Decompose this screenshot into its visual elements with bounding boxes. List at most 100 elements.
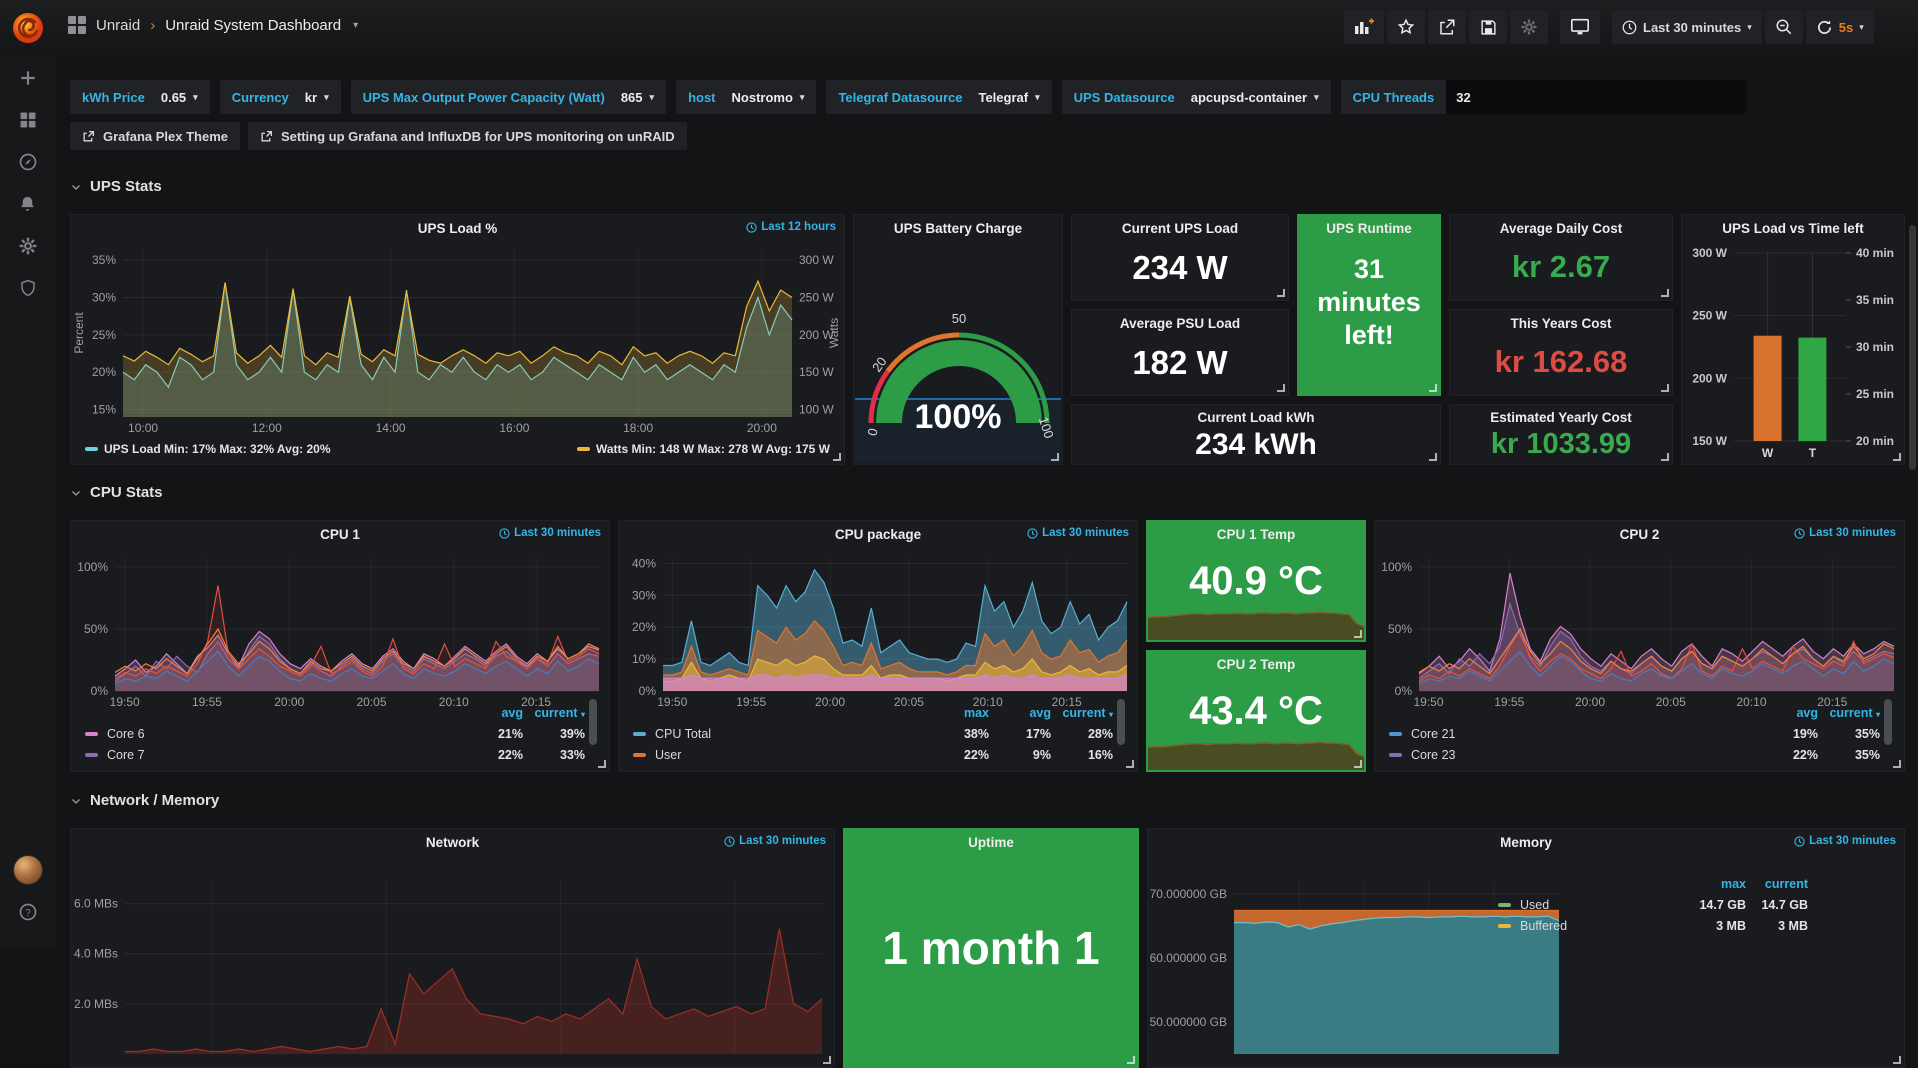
monitor-icon	[1571, 18, 1589, 35]
zoom-out-button[interactable]	[1764, 10, 1803, 44]
dashboard-link[interactable]: Grafana Plex Theme	[70, 122, 240, 150]
panel-title[interactable]: Average PSU Load	[1119, 315, 1241, 331]
panel-title[interactable]: Network	[425, 834, 480, 850]
cpu2-chart[interactable]: 100% 50% 0% 19:50 19:55 20:00 20:05 20:10 20:15	[1375, 549, 1904, 711]
ups-load-chart[interactable]: 35% 30% 25% 20% 15% 300 W 250 W 200 W 150 W 100 W…	[71, 241, 844, 437]
panel-title[interactable]: CPU 1 Temp	[1216, 526, 1296, 542]
panel-title[interactable]: Current Load kWh	[1197, 409, 1315, 425]
panel-title[interactable]: CPU 2 Temp	[1216, 656, 1296, 672]
time-override[interactable]: Last 30 minutes	[1027, 527, 1129, 539]
time-range-picker[interactable]: Last 30 minutes ▾	[1612, 10, 1762, 44]
settings-button[interactable]	[1510, 10, 1548, 44]
star-button[interactable]	[1387, 10, 1425, 44]
legend-col-current[interactable]: current ▾	[534, 705, 585, 720]
time-override[interactable]: Last 30 minutes	[499, 527, 601, 539]
alerting-menu-item[interactable]	[0, 183, 55, 225]
panel-title[interactable]: Average Daily Cost	[1499, 220, 1623, 236]
variable-telegraf-datasource[interactable]: Telegraf Datasource Telegraf ▾	[826, 80, 1052, 114]
add-panel-button[interactable]	[1344, 10, 1384, 44]
legend-scrollbar[interactable]	[1884, 699, 1892, 745]
time-override[interactable]: Last 30 minutes	[724, 835, 826, 847]
legend-row-buffered[interactable]: Buffered 3 MB 3 MB	[1498, 915, 1808, 936]
help-menu-item[interactable]: ?	[0, 891, 55, 933]
legend-row-cpu-total[interactable]: CPU Total 38% 17% 28%	[633, 723, 1113, 744]
panel-title[interactable]: CPU 2	[1619, 526, 1660, 542]
page-title[interactable]: Unraid System Dashboard	[165, 16, 342, 34]
variable-input[interactable]: 32	[1446, 80, 1747, 114]
panel-title[interactable]: UPS Runtime	[1326, 220, 1412, 236]
battery-gauge[interactable]: 0 20 50 100	[859, 305, 1059, 445]
refresh-caret-icon[interactable]: ▾	[1859, 21, 1864, 32]
legend-row-user[interactable]: User 22% 9% 16%	[633, 744, 1113, 765]
explore-menu-item[interactable]	[0, 141, 55, 183]
variable-ups-datasource[interactable]: UPS Datasource apcupsd-container ▾	[1061, 80, 1331, 114]
panel-title[interactable]: CPU 1	[320, 526, 360, 542]
breadcrumb-app[interactable]: Unraid	[96, 16, 141, 34]
panel-title[interactable]: UPS Load %	[417, 220, 498, 236]
time-override[interactable]: Last 30 minutes	[1794, 835, 1896, 847]
panel-title[interactable]: Memory	[1500, 834, 1552, 850]
page-scrollbar[interactable]	[1909, 225, 1916, 470]
section-ups-stats[interactable]: UPS Stats	[70, 178, 162, 195]
legend-scrollbar[interactable]	[589, 699, 597, 745]
panel-title[interactable]: This Years Cost	[1510, 315, 1612, 331]
legend-col-avg[interactable]: avg	[1029, 705, 1051, 720]
refresh-button[interactable]: 5s ▾	[1805, 10, 1874, 44]
panel-title[interactable]: CPU package	[834, 526, 922, 542]
legend-col-current[interactable]: current	[1764, 876, 1808, 891]
legend-col-max[interactable]: max	[963, 705, 989, 720]
panel-title[interactable]: UPS Battery Charge	[893, 220, 1023, 236]
legend-row-used[interactable]: Used 14.7 GB 14.7 GB	[1498, 894, 1808, 915]
variable-value[interactable]: kr ▾	[304, 89, 329, 105]
legend-col-current[interactable]: current ▾	[1062, 705, 1113, 720]
cpu-package-chart[interactable]: 40% 30% 20% 10% 0% 19:50 19:55 20:00 20:05 20:10 2…	[619, 549, 1137, 711]
svg-text:20 min: 20 min	[1856, 434, 1894, 448]
create-menu-item[interactable]	[0, 57, 55, 99]
title-caret-icon[interactable]: ▾	[353, 19, 359, 31]
panel-title[interactable]: Current UPS Load	[1121, 220, 1239, 236]
panel-title[interactable]: Estimated Yearly Cost	[1490, 409, 1632, 425]
ups-load-time-bars[interactable]: 300 W 250 W 200 W 150 W 40 min 35 min 30 min 25…	[1682, 241, 1904, 463]
section-cpu-stats[interactable]: CPU Stats	[70, 484, 163, 501]
variable-ups-max-output[interactable]: UPS Max Output Power Capacity (Watt) 865 ▾	[350, 80, 667, 114]
variable-cpu-threads[interactable]: CPU Threads 32	[1340, 80, 1747, 114]
legend-row-core-21[interactable]: Core 21 19% 35%	[1389, 723, 1880, 744]
legend-col-avg[interactable]: avg	[1796, 705, 1818, 720]
cpu1-chart[interactable]: 100% 50% 0% 19:50 19:55 20:00 20:05 20:10 20:15	[71, 549, 609, 711]
legend-series-ups-load[interactable]: UPS Load Min: 17% Max: 32% Avg: 20%	[85, 442, 331, 456]
cycle-view-button[interactable]	[1560, 10, 1600, 44]
legend-series-watts[interactable]: Watts Min: 148 W Max: 278 W Avg: 175 W	[576, 442, 830, 456]
network-chart[interactable]: 6.0 MBs 4.0 MBs 2.0 MBs	[71, 873, 834, 1058]
configuration-menu-item[interactable]	[0, 225, 55, 267]
section-network-memory[interactable]: Network / Memory	[70, 792, 219, 809]
chevron-down-icon	[72, 798, 80, 804]
legend-row-core-23[interactable]: Core 23 22% 35%	[1389, 744, 1880, 765]
variable-value[interactable]: apcupsd-container ▾	[1190, 89, 1319, 105]
cpu2-temp-sparkline	[1147, 740, 1365, 770]
variable-value[interactable]: Nostromo ▾	[731, 89, 805, 105]
user-profile-menu-item[interactable]	[0, 849, 55, 891]
variable-value[interactable]: Telegraf ▾	[978, 89, 1040, 105]
panel-title[interactable]: UPS Load vs Time left	[1722, 220, 1864, 236]
legend-row-core-6[interactable]: Core 6 21% 39%	[85, 723, 585, 744]
legend-scrollbar[interactable]	[1117, 699, 1125, 745]
variable-value[interactable]: 0.65 ▾	[160, 89, 198, 105]
time-override[interactable]: Last 12 hours	[746, 221, 836, 233]
time-override[interactable]: Last 30 minutes	[1794, 527, 1896, 539]
variable-value[interactable]: 865 ▾	[620, 89, 655, 105]
variable-host[interactable]: host Nostromo ▾	[676, 80, 817, 114]
variable-currency[interactable]: Currency kr ▾	[219, 80, 341, 114]
save-button[interactable]	[1469, 10, 1507, 44]
variable-kwh-price[interactable]: kWh Price 0.65 ▾	[70, 80, 210, 114]
legend-col-current[interactable]: current ▾	[1829, 705, 1880, 720]
share-button[interactable]	[1428, 10, 1466, 44]
legend-row-core-7[interactable]: Core 7 22% 33%	[85, 744, 585, 765]
dashboard-grid-icon[interactable]	[68, 16, 86, 34]
dashboard-link[interactable]: Setting up Grafana and InfluxDB for UPS …	[248, 122, 687, 150]
legend-col-avg[interactable]: avg	[501, 705, 523, 720]
legend-col-max[interactable]: max	[1720, 876, 1746, 891]
panel-title[interactable]: Uptime	[968, 834, 1014, 850]
server-admin-menu-item[interactable]	[0, 267, 55, 309]
dashboards-menu-item[interactable]	[0, 99, 55, 141]
grafana-logo[interactable]	[8, 8, 48, 48]
